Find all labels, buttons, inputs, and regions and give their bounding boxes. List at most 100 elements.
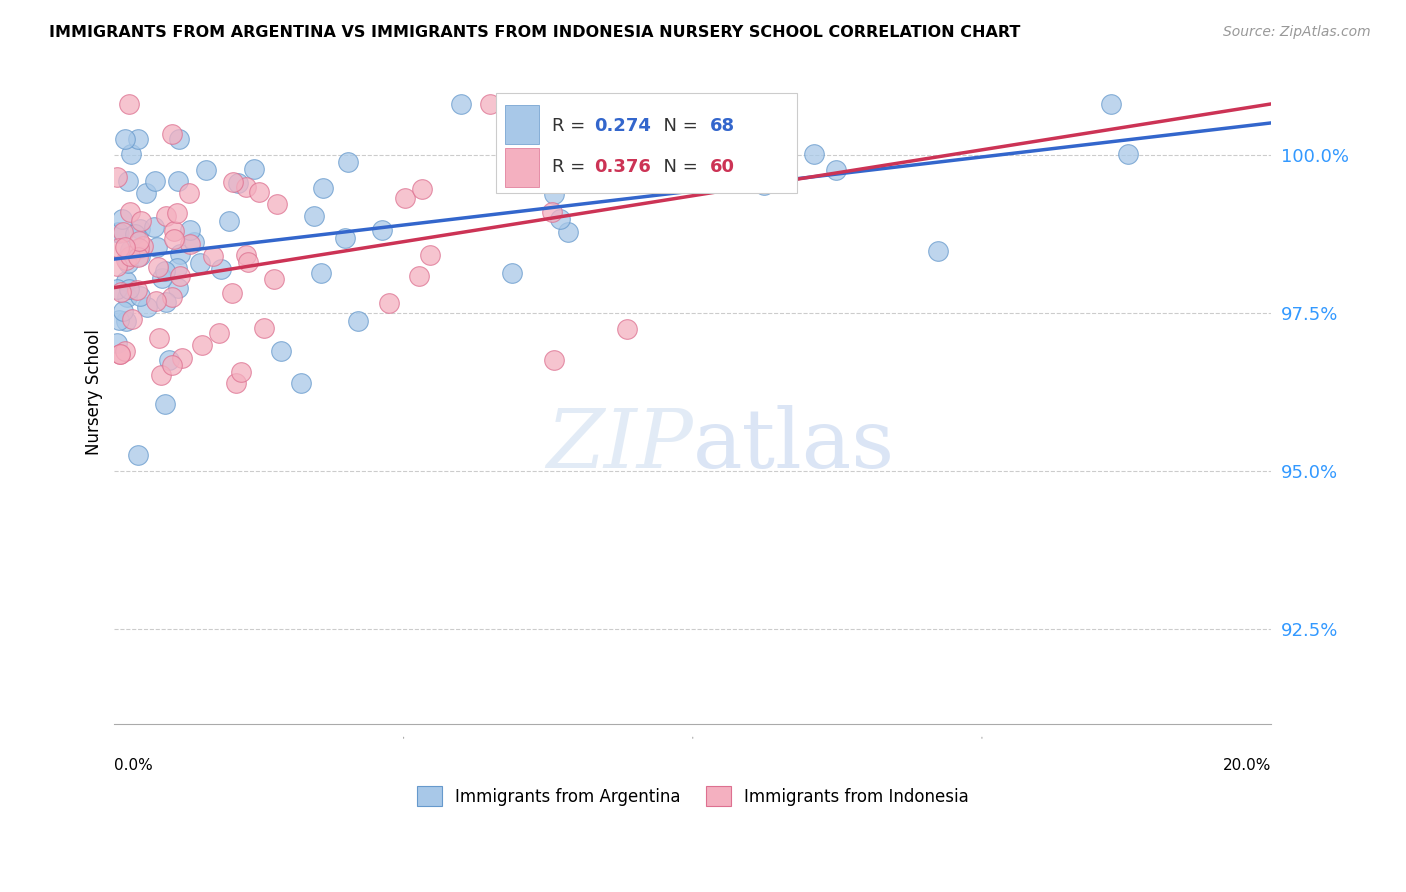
Text: ZIP: ZIP (546, 405, 693, 485)
Point (235, 179, 257, 194)
Point (166, 205, 188, 219)
Point (124, 227, 146, 241)
Point (1116, 147, 1139, 161)
Y-axis label: Nursery School: Nursery School (86, 329, 103, 455)
Point (270, 343, 292, 358)
Point (105, 169, 128, 184)
Point (127, 132, 149, 146)
Text: 68: 68 (710, 117, 735, 135)
Point (752, 178, 775, 193)
Point (337, 155, 360, 169)
Point (150, 271, 173, 285)
Point (191, 338, 214, 352)
Point (115, 314, 138, 328)
Point (118, 97, 141, 112)
Text: R =: R = (551, 117, 591, 135)
Point (162, 127, 184, 141)
Point (145, 240, 167, 254)
Point (128, 289, 150, 303)
Point (229, 365, 252, 379)
Point (166, 261, 188, 276)
Point (377, 295, 399, 310)
Point (209, 262, 232, 277)
Point (121, 311, 143, 326)
Point (143, 174, 166, 188)
Point (201, 249, 224, 263)
Point (169, 132, 191, 146)
Point (136, 300, 159, 314)
Point (394, 191, 416, 205)
FancyBboxPatch shape (505, 105, 538, 144)
Point (146, 260, 169, 275)
Point (114, 132, 136, 146)
Point (450, 97, 472, 112)
Point (117, 282, 139, 296)
Point (543, 352, 565, 367)
Point (543, 186, 565, 201)
Point (253, 321, 276, 335)
Point (169, 247, 191, 261)
Point (221, 285, 243, 300)
Point (557, 225, 579, 239)
Point (105, 281, 128, 295)
Point (548, 211, 571, 226)
Point (747, 97, 769, 112)
Point (266, 197, 288, 211)
Point (1099, 97, 1122, 112)
Point (120, 205, 142, 219)
Point (108, 347, 131, 361)
Text: N =: N = (652, 158, 704, 177)
Point (290, 376, 312, 390)
Point (222, 176, 245, 190)
Point (105, 335, 128, 350)
Point (142, 219, 165, 234)
Point (108, 347, 131, 361)
Point (120, 249, 142, 263)
Point (408, 269, 430, 284)
Point (188, 256, 211, 270)
Point (478, 97, 501, 112)
Text: 0.0%: 0.0% (114, 757, 153, 772)
Point (309, 266, 332, 280)
Point (150, 368, 173, 382)
Point (114, 343, 136, 358)
Point (128, 221, 150, 235)
Point (803, 146, 825, 161)
Text: Source: ZipAtlas.com: Source: ZipAtlas.com (1223, 25, 1371, 39)
Point (346, 314, 368, 328)
Point (659, 100, 682, 114)
Point (129, 249, 152, 263)
Point (108, 241, 131, 255)
Point (167, 281, 190, 295)
Point (236, 255, 259, 269)
FancyBboxPatch shape (505, 148, 538, 187)
Point (302, 209, 325, 223)
Point (249, 185, 271, 199)
Point (117, 174, 139, 188)
Point (179, 186, 201, 201)
Point (105, 259, 128, 273)
Point (155, 210, 177, 224)
Point (129, 214, 152, 228)
Point (131, 239, 153, 253)
Point (110, 285, 132, 299)
Point (263, 272, 285, 286)
Point (312, 181, 335, 195)
Text: N =: N = (652, 117, 704, 135)
Point (128, 234, 150, 248)
Point (155, 264, 177, 278)
Point (108, 313, 131, 327)
Text: 60: 60 (710, 158, 735, 177)
Point (117, 256, 139, 270)
Point (540, 205, 562, 219)
Point (194, 163, 217, 178)
Text: IMMIGRANTS FROM ARGENTINA VS IMMIGRANTS FROM INDONESIA NURSERY SCHOOL CORRELATIO: IMMIGRANTS FROM ARGENTINA VS IMMIGRANTS … (49, 25, 1021, 40)
Point (115, 252, 138, 267)
Point (616, 321, 638, 335)
Point (127, 250, 149, 264)
Text: atlas: atlas (693, 405, 894, 485)
Point (125, 283, 148, 297)
Point (110, 212, 132, 227)
Point (536, 170, 558, 185)
Point (115, 274, 138, 288)
